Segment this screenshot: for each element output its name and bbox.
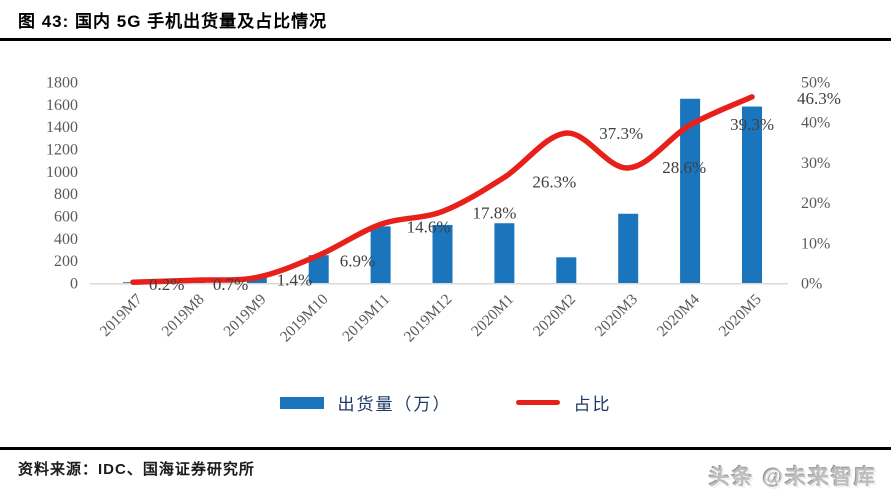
source-attribution: 资料来源：IDC、国海证券研究所 [18,461,255,478]
title-divider [0,38,891,41]
x-axis-tick-label: 2019M10 [277,291,332,346]
y-axis-left-tick-label: 0 [70,276,78,293]
share-point-label: 37.3% [599,124,643,143]
x-axis-tick-label: 2019M9 [220,291,269,340]
share-point-label: 0.2% [149,275,184,294]
share-point-label: 14.6% [407,217,451,236]
shipment-bar [308,255,329,283]
shipment-bar [246,277,267,283]
share-point-label: 39.3% [730,115,774,134]
y-axis-left-tick-label: 800 [54,186,78,203]
shipment-bar [680,98,701,283]
bar-series-swatch-icon [279,396,324,409]
y-axis-right-tick-label: 0% [801,276,822,293]
y-axis-right-tick-label: 10% [801,235,830,252]
shipment-bar [370,226,391,283]
x-axis-tick-label: 2020M1 [468,291,517,340]
legend-label-share: 占比 [573,395,612,414]
y-axis-left-tick-label: 1600 [46,97,78,114]
y-axis-left-tick-label: 600 [54,209,78,226]
shipment-share-chart: 0 200 400 600 800 1000 1200 1400 1600 1800 0% 10% 20… [0,52,891,382]
y-axis-right-tick-label: 50% [801,75,830,92]
figure-title: 图 43: 国内 5G 手机出货量及占比情况 [18,12,328,31]
y-axis-left-tick-label: 1000 [46,164,78,181]
shipment-bar [494,223,515,283]
y-axis-left-tick-label: 1200 [46,142,78,159]
shipment-bar [556,257,577,283]
share-point-label: 46.3% [797,89,841,108]
x-axis-tick-label: 2020M4 [654,291,703,340]
legend-label-shipments: 出货量（万） [337,395,452,414]
x-axis-tick-label: 2019M7 [97,291,146,340]
combo-chart-svg: 0 200 400 600 800 1000 1200 1400 1600 1800 0% 10% 20… [46,75,841,346]
share-point-label: 0.7% [213,275,248,294]
x-axis-tick-label: 2019M12 [401,291,456,346]
shipment-bar [618,213,639,283]
y-axis-right-tick-label: 20% [801,195,830,212]
share-point-label: 17.8% [473,203,517,222]
shipment-bar [432,224,453,283]
y-axis-left-tick-label: 200 [54,253,78,270]
line-series-swatch-icon [515,400,560,405]
y-axis-left-tick-label: 400 [54,231,78,248]
x-axis-tick-label: 2020M5 [716,291,765,340]
x-axis-tick-label: 2019M8 [159,291,208,340]
chart-legend: 出货量（万） 占比 [0,390,891,415]
legend-item-share: 占比 [515,390,612,415]
y-axis-right-tick-label: 30% [801,155,830,172]
share-point-label: 1.4% [277,270,312,289]
y-axis-left-tick-label: 1800 [46,75,78,92]
shipment-bar [742,106,762,283]
x-axis-tick-label: 2019M11 [339,291,393,345]
share-point-label: 26.3% [532,172,576,191]
watermark-text: 头条 @未来智库 [708,466,877,489]
x-axis-tick-label: 2020M2 [530,291,579,340]
footer-divider [0,447,891,450]
x-axis-tick-label: 2020M3 [592,291,641,340]
share-point-label: 28.6% [662,158,706,177]
y-axis-right-tick-label: 40% [801,115,830,132]
share-point-label: 6.9% [340,251,375,270]
share-line [130,94,755,285]
y-axis-left-tick-label: 1400 [46,119,78,136]
legend-item-shipments: 出货量（万） [279,390,452,415]
